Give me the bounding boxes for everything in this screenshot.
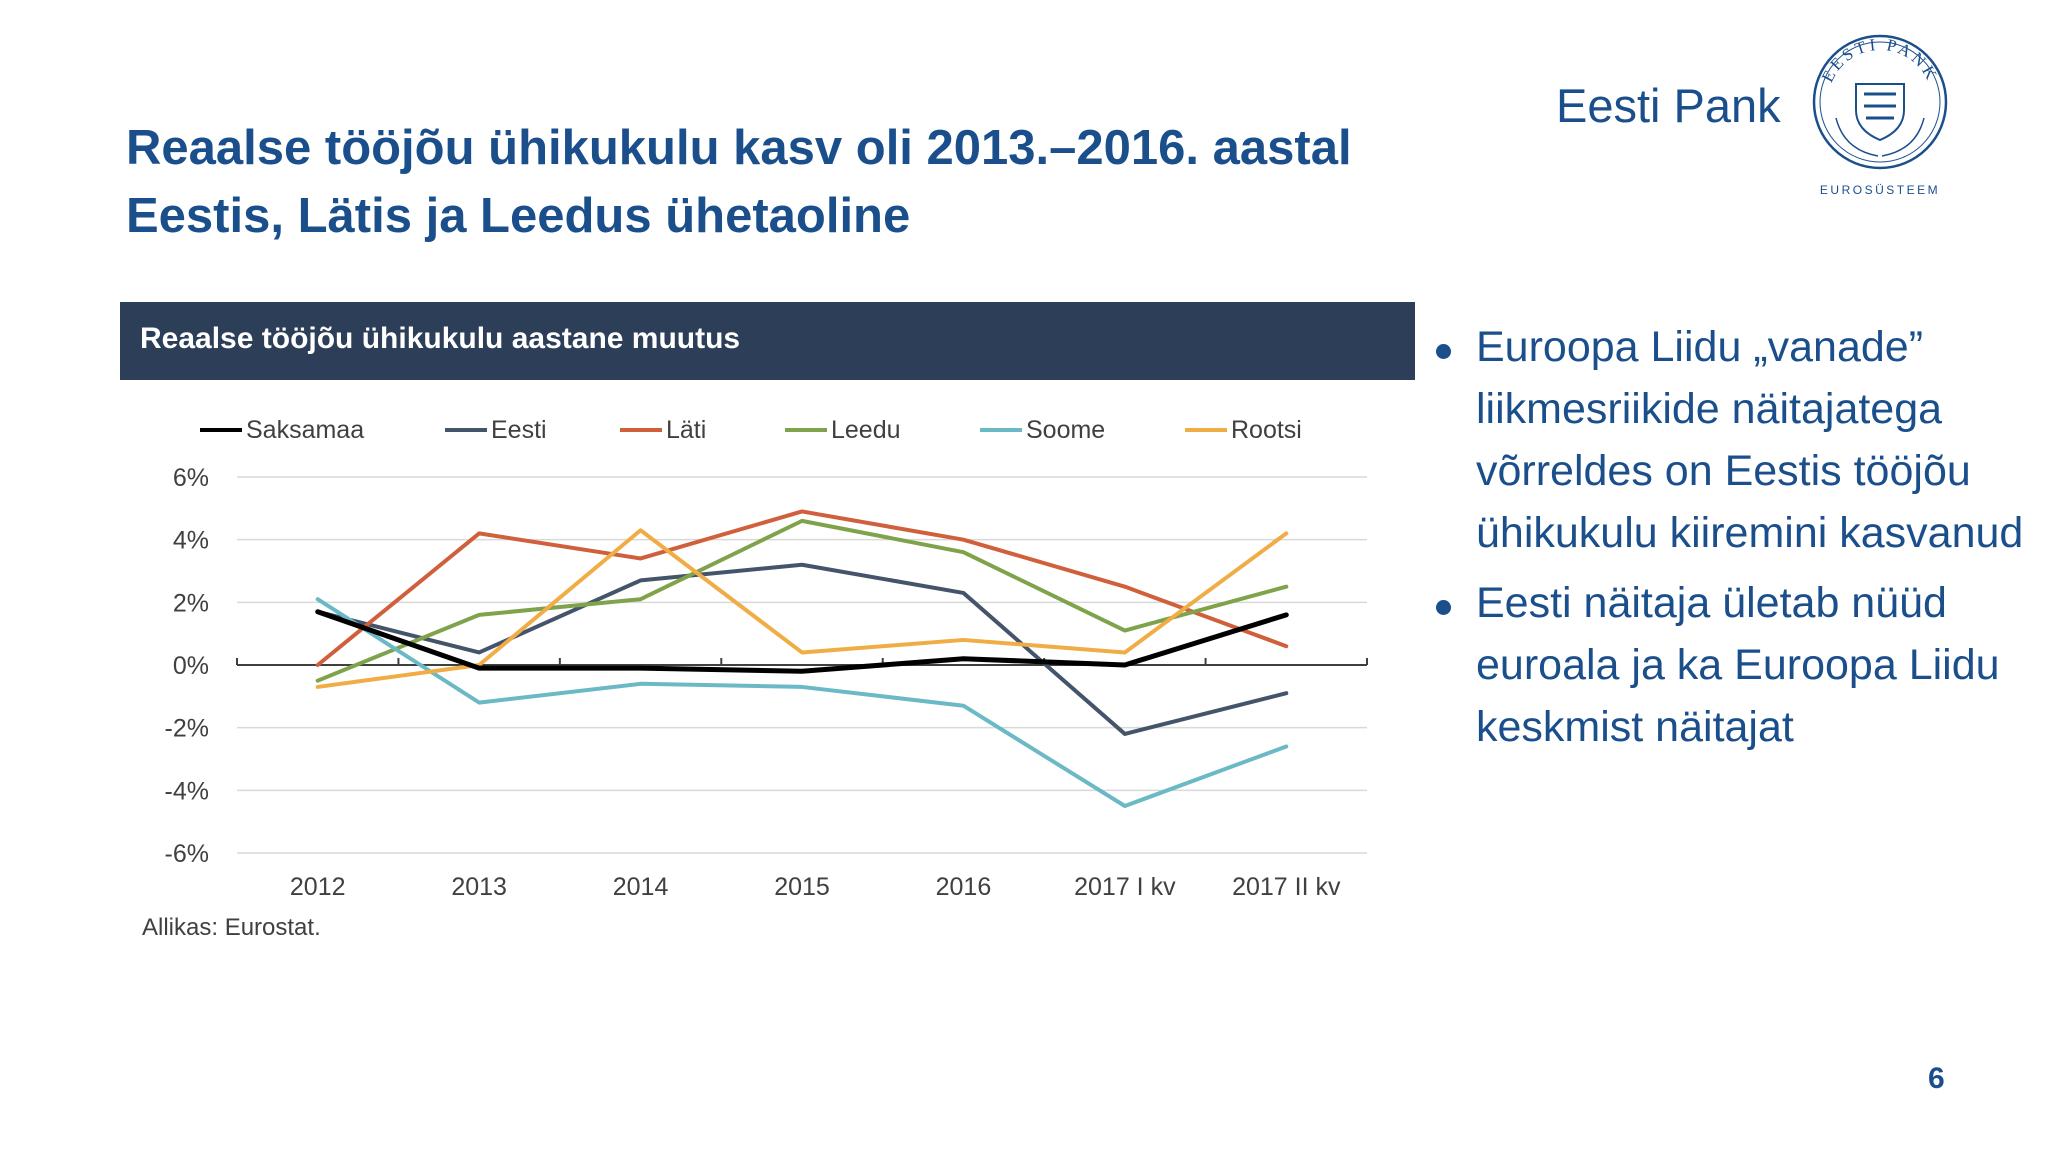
svg-text:EUROSÜSTEEM: EUROSÜSTEEM [1820, 183, 1940, 197]
series-line-soome [315, 597, 1289, 808]
y-tick-label: 4% [173, 527, 209, 555]
x-tick-label: 2012 [290, 873, 346, 901]
chart-panel: Reaalse tööjõu ühikukulu aastane muutus … [120, 302, 1415, 950]
legend-label: Soome [1026, 416, 1105, 444]
legend-label: Leedu [831, 416, 901, 444]
x-tick-label: 2017 I kv [1074, 873, 1176, 901]
eesti-pank-logo: EESTI PANK EUROSÜSTEEM [1812, 34, 1948, 197]
x-tick-label: 2017 II kv [1232, 873, 1341, 901]
bullet-list: Euroopa Liidu „vanade” liikmesriikide nä… [1432, 316, 2032, 766]
page-number: 6 [1928, 1062, 1945, 1095]
chart-header: Reaalse tööjõu ühikukulu aastane muutus [120, 302, 1415, 380]
x-tick-label: 2014 [613, 873, 669, 901]
x-tick-label: 2015 [774, 873, 830, 901]
slide-title: Reaalse tööjõu ühikukulu kasv oli 2013.–… [126, 114, 1426, 250]
legend-label: Saksamaa [246, 416, 364, 444]
series-line-leedu [315, 518, 1289, 683]
legend-label: Eesti [491, 416, 547, 444]
brand-name: Eesti Pank [1556, 79, 1781, 132]
line-chart: 6% 4% 2% 0% -2% -4% -6% 2012 2013 2014 2015 2016 201… [142, 416, 1368, 941]
legend-label: Läti [666, 416, 706, 444]
y-tick-label: -2% [165, 715, 209, 743]
y-tick-label: 2% [173, 589, 209, 617]
series-line-läti [315, 509, 1289, 667]
legend-label: Rootsi [1231, 416, 1302, 444]
bullet-item: Euroopa Liidu „vanade” liikmesriikide nä… [1432, 316, 2032, 564]
y-tick-label: -6% [165, 840, 209, 868]
y-tick-label: 6% [173, 464, 209, 492]
bullet-item: Eesti näitaja ületab nüüd euroala ja ka … [1432, 572, 2032, 758]
y-tick-label: 0% [173, 652, 209, 680]
series-line-eesti [315, 562, 1289, 736]
svg-text:EESTI PANK: EESTI PANK [1818, 35, 1942, 85]
series-line-rootsi [315, 528, 1289, 689]
slide-title-line-2: Eestis, Lätis ja Leedus ühetaoline [126, 189, 911, 243]
slide-title-line-1: Reaalse tööjõu ühikukulu kasv oli 2013.–… [126, 121, 1352, 175]
series-line-saksamaa [315, 609, 1289, 674]
chart-title: Reaalse tööjõu ühikukulu aastane muutus [140, 322, 741, 355]
y-tick-label: -4% [165, 777, 209, 805]
x-tick-label: 2016 [936, 873, 992, 901]
x-tick-label: 2013 [451, 873, 507, 901]
chart-source: Allikas: Eurostat. [142, 914, 321, 941]
